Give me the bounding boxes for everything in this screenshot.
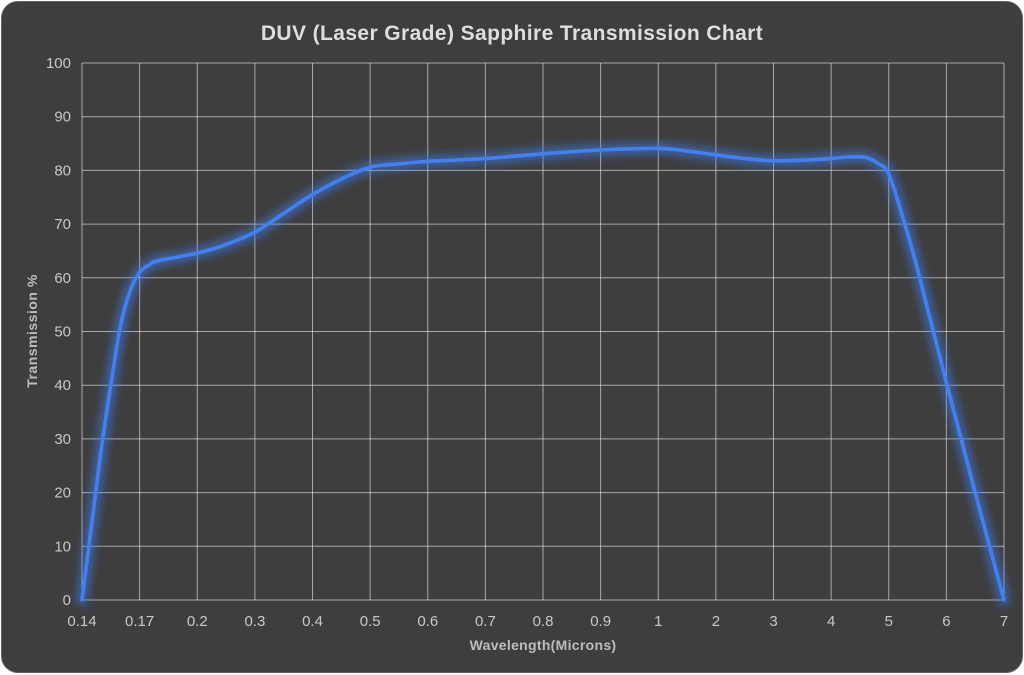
svg-text:40: 40	[54, 377, 71, 394]
svg-text:2: 2	[712, 613, 720, 630]
svg-text:30: 30	[54, 431, 71, 448]
svg-text:7: 7	[1000, 613, 1008, 630]
svg-text:60: 60	[54, 270, 71, 287]
svg-text:6: 6	[942, 613, 950, 630]
svg-text:0.6: 0.6	[417, 613, 438, 630]
chart-title: DUV (Laser Grade) Sapphire Transmission …	[260, 22, 764, 45]
svg-text:0.8: 0.8	[533, 613, 554, 630]
svg-text:5: 5	[885, 613, 893, 630]
svg-text:0: 0	[63, 592, 71, 609]
svg-text:50: 50	[54, 324, 71, 341]
transmission-curve	[75, 141, 1011, 607]
svg-text:0.14: 0.14	[67, 613, 96, 630]
svg-text:4: 4	[827, 613, 835, 630]
svg-text:1: 1	[654, 613, 662, 630]
svg-text:80: 80	[54, 162, 71, 179]
curve-core	[80, 146, 1006, 602]
svg-text:0.7: 0.7	[475, 613, 496, 630]
svg-text:0.5: 0.5	[360, 613, 381, 630]
svg-text:0.4: 0.4	[302, 613, 323, 630]
svg-text:0.3: 0.3	[244, 613, 265, 630]
svg-text:0.17: 0.17	[125, 613, 154, 630]
svg-text:90: 90	[54, 109, 71, 126]
x-tick-labels: 0.14 0.17 0.2 0.3 0.4 0.5 0.6 0.7 0.8 0.9 1 2 3 4 5 6 7	[67, 613, 1008, 630]
svg-text:70: 70	[54, 216, 71, 233]
grid-lines	[81, 62, 1005, 601]
svg-text:100: 100	[46, 55, 71, 72]
x-axis-title: Wavelength(Microns)	[469, 637, 617, 653]
svg-text:10: 10	[54, 538, 71, 555]
svg-text:20: 20	[54, 485, 71, 502]
svg-text:0.9: 0.9	[590, 613, 611, 630]
y-tick-labels: 0 10 20 30 40 50 60 70 80 90 100	[46, 55, 71, 609]
svg-text:0.2: 0.2	[187, 613, 208, 630]
svg-text:3: 3	[769, 613, 777, 630]
